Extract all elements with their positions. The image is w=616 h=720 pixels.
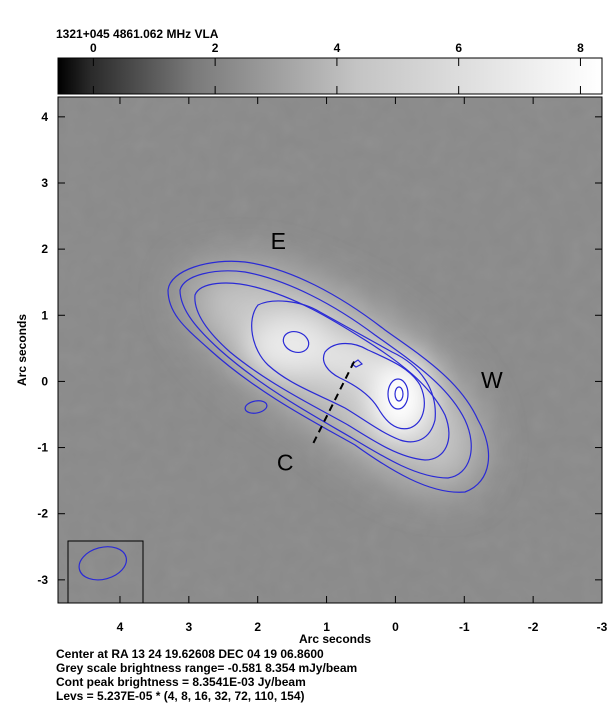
colorbar-tick-label-4: 8	[577, 41, 584, 55]
x-tick-label-3: 1	[323, 620, 330, 634]
contour-lines	[167, 260, 490, 493]
contour-level-7-west-peak	[394, 386, 404, 402]
x-tick-label-2: 2	[254, 620, 261, 634]
x-tick-label-7: -3	[597, 620, 608, 634]
plot-frame	[57, 96, 603, 604]
contour-isolated-blob	[244, 400, 268, 414]
colorbar-tick-label-2: 4	[334, 41, 341, 55]
x-tick-label-0: 4	[117, 620, 124, 634]
y-tick-label-2: 2	[41, 242, 48, 256]
colorbar: 0 2 4 6 8	[57, 41, 603, 95]
beam-box	[67, 540, 144, 603]
contour-level-5	[322, 342, 425, 430]
y-tick-label-6: -2	[37, 507, 48, 521]
y-tick-label-1: 3	[41, 176, 48, 190]
annotation-w: W	[481, 367, 503, 393]
x-axis-label: Arc seconds	[299, 632, 371, 646]
y-tick-label-3: 1	[41, 308, 48, 322]
footer-grey-scale: Grey scale brightness range= -0.581 8.35…	[56, 661, 357, 675]
beam-inset	[67, 540, 144, 603]
y-axis-label: Arc seconds	[15, 314, 29, 386]
annotation-c: C	[277, 450, 294, 476]
colorbar-tick-label-0: 0	[90, 41, 97, 55]
contour-level-2	[179, 270, 472, 479]
contour-level-3	[194, 282, 450, 461]
contour-level-6-west-knot	[387, 378, 409, 410]
y-tick-label-0: 4	[41, 110, 48, 124]
annotation-e: E	[271, 228, 286, 254]
y-tick-label-5: -1	[37, 441, 48, 455]
footer-levels: Levs = 5.237E-05 * (4, 8, 16, 32, 72, 11…	[56, 689, 305, 703]
contour-level-1	[167, 260, 490, 493]
y-tick-label-4: 0	[41, 374, 48, 388]
colorbar-tick-label-1: 2	[212, 41, 219, 55]
x-tick-label-4: 0	[392, 620, 399, 634]
colorbar-gradient	[57, 57, 603, 95]
colorbar-ticks: 0 2 4 6 8	[90, 41, 584, 94]
chart-title: 1321+045 4861.062 MHz VLA	[56, 27, 219, 41]
plot-image	[58, 97, 602, 603]
footer-text: Center at RA 13 24 19.62608 DEC 04 19 06…	[56, 647, 357, 703]
footer-center: Center at RA 13 24 19.62608 DEC 04 19 06…	[56, 647, 324, 661]
core-marker-dashed-line	[311, 361, 355, 445]
contour-level-4	[251, 300, 436, 443]
contour-level-6-east-knot	[282, 331, 310, 353]
contour-core-knot	[350, 359, 364, 368]
x-tick-label-5: -1	[459, 620, 470, 634]
y-tick-label-7: -3	[37, 573, 48, 587]
axis-ticks: 4 3 2 1 0 -1 -2 -3 4 3 2 1 0 -1 -2 -3	[37, 97, 608, 634]
x-tick-label-6: -2	[528, 620, 539, 634]
x-tick-label-1: 3	[185, 620, 192, 634]
beam-ellipse	[78, 546, 127, 581]
footer-peak: Cont peak brightness = 8.3541E-03 Jy/bea…	[56, 675, 306, 689]
colorbar-tick-label-3: 6	[455, 41, 462, 55]
